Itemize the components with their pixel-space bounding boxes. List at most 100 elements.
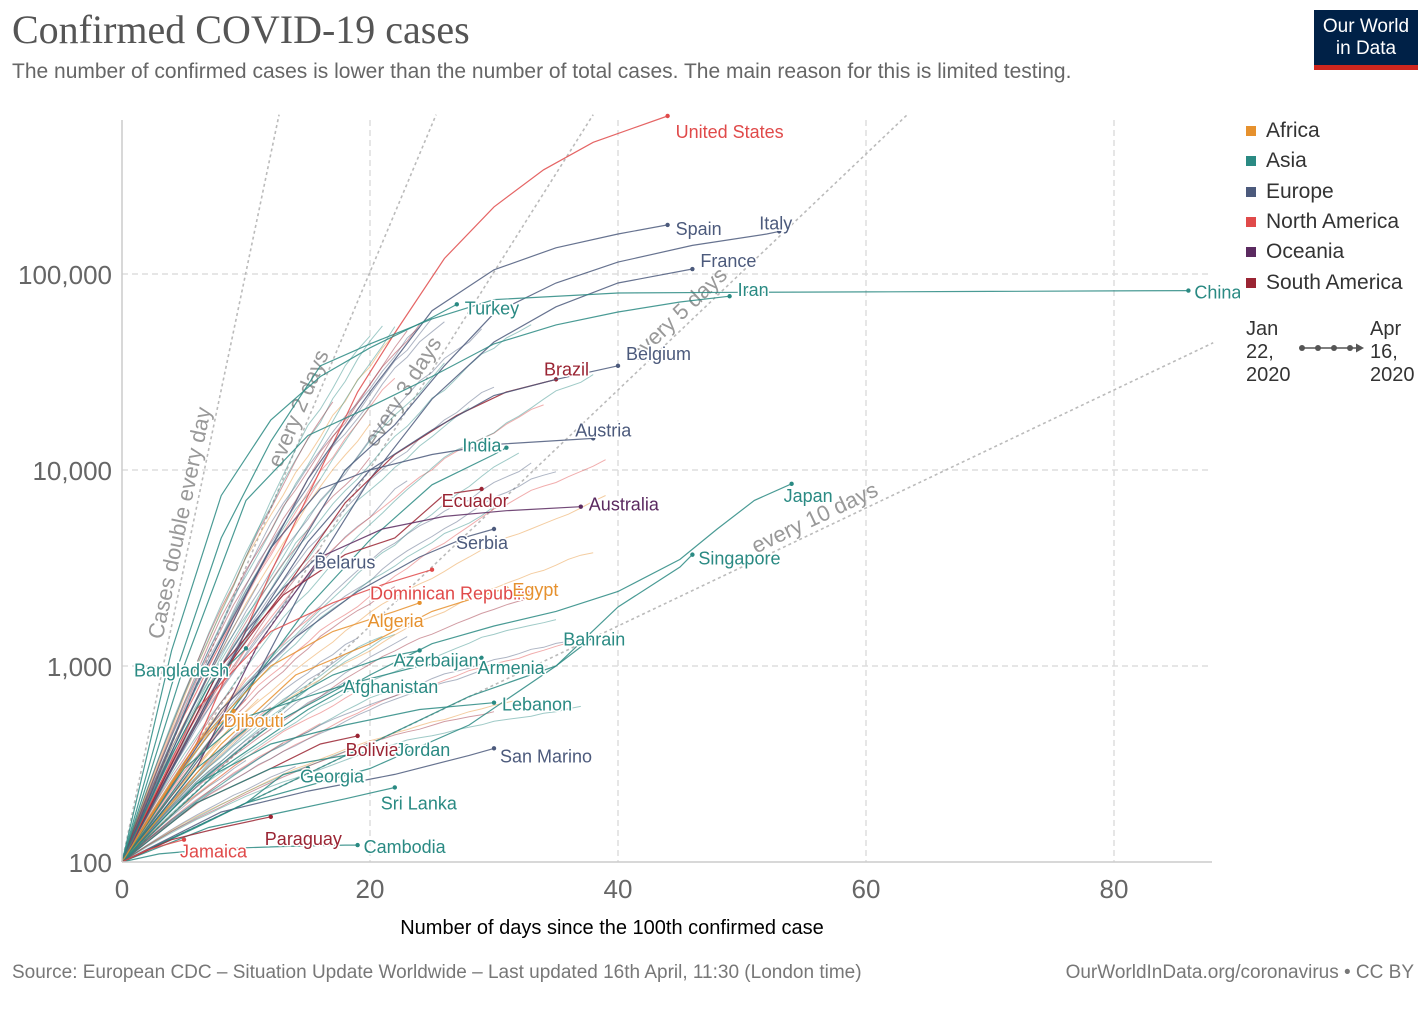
series-endpoint-france — [690, 266, 695, 272]
series-lines — [121, 113, 1191, 863]
series-label-cambodia: Cambodia — [364, 837, 447, 857]
series-line-lebanon — [121, 702, 495, 863]
series-line-japan — [121, 483, 792, 863]
timeline-control[interactable]: Jan 22, 2020 Apr 16, 2020 — [1246, 318, 1420, 390]
y-tick-label: 100,000 — [18, 260, 112, 290]
series-endpoint-cambodia — [355, 842, 360, 848]
legend-item-asia[interactable]: Asia — [1246, 146, 1403, 176]
axes: 100 1,000 10,000 100,000 0 20 40 60 80 Number of … — [18, 120, 1212, 939]
series-endpoint-bahrain — [591, 635, 596, 640]
series-label-jamaica: Jamaica — [180, 842, 248, 862]
series-line-austria — [121, 437, 594, 863]
series-label-dominican-republic: Dominican Republic — [370, 584, 530, 604]
series-line-ecuador — [121, 488, 482, 863]
series-line-belgium — [121, 365, 619, 863]
legend-swatch-europe — [1246, 186, 1256, 197]
series-line-azerbaijan — [121, 649, 420, 863]
background-country-line — [121, 636, 408, 863]
y-tick-label: 100 — [69, 848, 112, 878]
legend-item-africa[interactable]: Africa — [1246, 116, 1403, 146]
background-country-line — [121, 607, 321, 863]
series-label-jordan: Jordan — [395, 740, 450, 760]
series-endpoint-japan — [789, 481, 794, 487]
legend: Africa Asia Europe North America Oceania… — [1246, 116, 1403, 298]
series-label-singapore: Singapore — [698, 549, 780, 569]
background-country-line — [121, 742, 284, 863]
background-country-line — [121, 529, 309, 863]
background-country-line — [121, 324, 420, 863]
timeline-start-date: Jan 22, 2020 — [1246, 318, 1291, 387]
series-label-india: India — [462, 436, 502, 456]
series-line-algeria — [121, 602, 420, 863]
series-line-india — [121, 447, 507, 863]
series-endpoint-dominican-republic — [429, 567, 435, 572]
x-tick-label: 80 — [1100, 874, 1129, 904]
reference-line-5 — [121, 114, 908, 863]
legend-item-oceania[interactable]: Oceania — [1246, 237, 1403, 267]
series-label-austria: Austria — [575, 420, 632, 440]
series-endpoint-italy — [777, 229, 782, 234]
series-label-bahrain: Bahrain — [563, 629, 625, 649]
legend-label-africa: Africa — [1266, 119, 1320, 143]
timeline-end-year: 2020 — [1370, 364, 1415, 386]
series-endpoint-djibouti — [231, 708, 236, 714]
background-country-line — [121, 325, 383, 863]
series-line-iran — [121, 295, 730, 863]
series-line-jamaica — [121, 839, 185, 863]
timeline-end-month: Apr — [1370, 318, 1402, 340]
x-tick-label: 40 — [604, 874, 633, 904]
series-endpoint-iran — [727, 294, 732, 299]
series-endpoint-belarus — [318, 552, 323, 557]
background-country-line — [121, 423, 371, 863]
owid-logo[interactable]: Our World in Data — [1314, 10, 1418, 70]
series-endpoint-azerbaijan — [417, 648, 422, 653]
series-line-bangladesh — [121, 647, 247, 863]
credit-link[interactable]: OurWorldInData.org/coronavirus • CC BY — [1065, 962, 1414, 983]
timeline-slider-icon[interactable] — [1298, 342, 1366, 354]
timeline-start-day: 22, — [1246, 341, 1274, 363]
series-label-afghanistan: Afghanistan — [343, 677, 438, 697]
series-label-united-states: United States — [676, 122, 784, 142]
series-label-belgium: Belgium — [626, 344, 691, 364]
series-endpoint-united-states — [665, 113, 670, 119]
series-line-afghanistan — [121, 684, 346, 863]
legend-swatch-africa — [1246, 126, 1256, 137]
series-label-brazil: Brazil — [544, 359, 589, 379]
series-line-australia — [121, 506, 581, 863]
series-line-singapore — [121, 554, 693, 863]
series-endpoint-egypt — [504, 585, 509, 591]
background-country-line — [121, 495, 606, 863]
legend-label-asia: Asia — [1266, 149, 1307, 173]
series-endpoint-india — [504, 445, 509, 450]
legend-item-south-america[interactable]: South America — [1246, 267, 1403, 297]
x-tick-label: 60 — [852, 874, 881, 904]
background-country-line — [121, 699, 519, 863]
background-country-line — [121, 326, 396, 863]
series-endpoint-ecuador — [479, 486, 484, 492]
series-endpoint-australia — [578, 504, 583, 509]
background-country-line — [121, 723, 321, 863]
series-line-italy — [121, 230, 780, 863]
series-line-france — [121, 268, 693, 863]
legend-item-europe[interactable]: Europe — [1246, 177, 1403, 207]
series-endpoint-afghanistan — [343, 682, 348, 688]
background-country-line — [121, 705, 581, 863]
series-label-australia: Australia — [589, 495, 660, 515]
series-label-lebanon: Lebanon — [502, 695, 572, 715]
series-endpoint-spain — [665, 222, 670, 228]
chart-subtitle: The number of confirmed cases is lower t… — [12, 60, 1072, 83]
series-label-egypt: Egypt — [512, 580, 558, 600]
legend-item-north-america[interactable]: North America — [1246, 207, 1403, 237]
background-country-line — [121, 688, 309, 863]
background-country-line — [121, 634, 395, 863]
background-country-line — [121, 374, 594, 863]
series-label-sri-lanka: Sri Lanka — [381, 793, 458, 813]
y-tick-label: 1,000 — [47, 652, 112, 682]
series-line-serbia — [121, 528, 495, 863]
series-line-belarus — [121, 554, 321, 863]
background-country-line — [121, 750, 346, 863]
legend-label-europe: Europe — [1266, 179, 1334, 203]
timeline-start-month: Jan — [1246, 318, 1279, 340]
background-country-line — [121, 330, 408, 863]
background-country-line — [121, 597, 532, 863]
